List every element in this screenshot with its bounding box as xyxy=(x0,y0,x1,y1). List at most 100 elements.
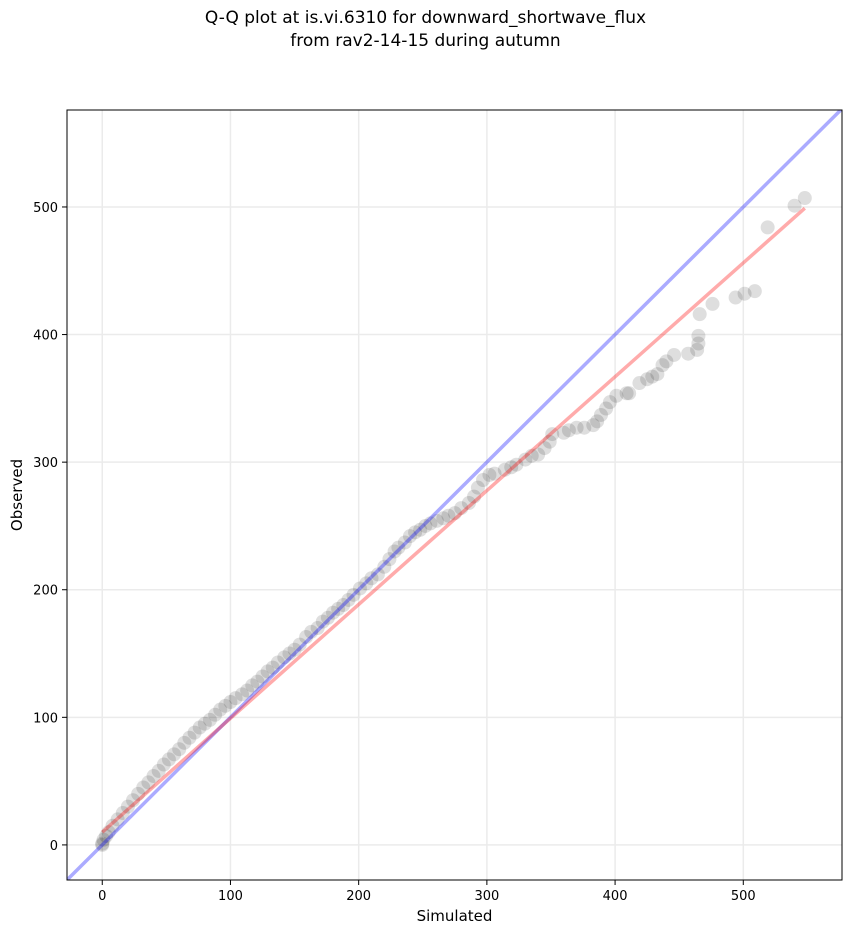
data-point xyxy=(310,621,325,636)
data-point xyxy=(315,614,330,629)
y-tick-label: 0 xyxy=(50,839,58,854)
data-point xyxy=(556,425,571,440)
x-tick-label: 500 xyxy=(731,889,756,904)
data-point xyxy=(126,793,141,808)
fit-line xyxy=(101,206,806,834)
data-point xyxy=(331,601,346,616)
data-point xyxy=(728,290,743,305)
data-point xyxy=(441,508,456,523)
data-point xyxy=(577,420,592,435)
data-point xyxy=(705,296,720,311)
x-axis-label: Simulated xyxy=(417,907,493,925)
data-point xyxy=(760,220,775,235)
data-point xyxy=(120,799,135,814)
data-point xyxy=(429,513,444,528)
data-point xyxy=(461,495,476,510)
y-tick-label: 400 xyxy=(33,329,58,344)
data-point xyxy=(101,825,116,840)
data-point xyxy=(282,646,297,661)
data-point xyxy=(265,660,280,675)
data-point xyxy=(235,687,249,702)
x-tick-label: 400 xyxy=(603,889,628,904)
data-point xyxy=(593,407,608,422)
data-point xyxy=(602,395,617,410)
data-point xyxy=(197,716,212,731)
data-point xyxy=(609,388,624,403)
x-tick-label: 0 xyxy=(98,889,106,904)
data-point xyxy=(423,516,438,531)
data-point xyxy=(476,473,491,488)
data-point xyxy=(681,346,696,361)
data-point xyxy=(387,544,402,559)
data-point xyxy=(95,837,110,852)
x-tick-label: 200 xyxy=(346,889,371,904)
data-point xyxy=(377,559,392,574)
data-point xyxy=(747,284,762,299)
y-axis-label: Observed xyxy=(8,459,26,531)
data-point xyxy=(504,460,519,475)
data-point xyxy=(497,462,512,477)
data-point xyxy=(531,447,546,462)
data-point xyxy=(218,698,233,713)
data-point xyxy=(326,605,341,620)
x-tick-label: 300 xyxy=(474,889,499,904)
data-point xyxy=(213,702,228,717)
data-point xyxy=(292,637,307,652)
data-point xyxy=(277,650,292,665)
data-point xyxy=(391,540,406,555)
y-tick-label: 200 xyxy=(33,584,58,599)
data-point xyxy=(187,725,202,740)
data-point xyxy=(590,414,605,429)
data-point xyxy=(436,511,451,526)
data-point xyxy=(105,818,120,833)
data-point xyxy=(299,629,314,644)
chart-title-line-2: from rav2-14-15 during autumn xyxy=(290,31,561,51)
data-point xyxy=(418,518,433,533)
data-point xyxy=(586,418,601,433)
data-point xyxy=(413,522,428,537)
data-point xyxy=(156,757,171,772)
data-point xyxy=(569,420,584,435)
data-point xyxy=(692,307,707,322)
x-tick-label: 100 xyxy=(218,889,243,904)
data-point xyxy=(141,775,156,790)
data-point xyxy=(370,567,385,582)
data-point xyxy=(797,191,812,206)
data-point xyxy=(518,452,533,467)
data-point xyxy=(691,336,706,351)
data-point xyxy=(382,552,397,567)
data-point xyxy=(524,448,539,463)
data-point xyxy=(352,581,367,596)
data-point xyxy=(99,828,114,843)
data-point xyxy=(192,720,207,735)
data-point xyxy=(454,501,469,516)
data-point xyxy=(202,712,217,727)
data-point xyxy=(341,592,356,607)
data-point xyxy=(537,441,552,456)
data-point xyxy=(136,780,151,795)
data-point xyxy=(223,695,238,710)
data-point xyxy=(255,669,270,684)
data-point xyxy=(482,467,497,482)
data-point xyxy=(408,525,423,540)
data-point xyxy=(131,786,146,801)
data-point xyxy=(659,354,674,369)
y-tick-label: 300 xyxy=(33,456,58,471)
data-point xyxy=(250,674,265,689)
data-point xyxy=(545,427,560,442)
chart-title-line-1: Q-Q plot at is.vi.6310 for downward_shor… xyxy=(204,8,647,28)
data-point xyxy=(650,367,665,382)
data-point xyxy=(470,480,485,495)
data-point xyxy=(96,832,111,847)
data-point xyxy=(182,730,197,745)
data-point xyxy=(561,423,576,438)
data-point xyxy=(177,735,192,750)
data-point xyxy=(95,836,110,851)
data-point xyxy=(172,742,187,757)
y-tick-label: 100 xyxy=(33,711,58,726)
data-point xyxy=(787,198,802,213)
data-point xyxy=(737,286,752,301)
data-point xyxy=(509,457,524,472)
data-point xyxy=(161,752,176,767)
data-point xyxy=(447,506,462,521)
